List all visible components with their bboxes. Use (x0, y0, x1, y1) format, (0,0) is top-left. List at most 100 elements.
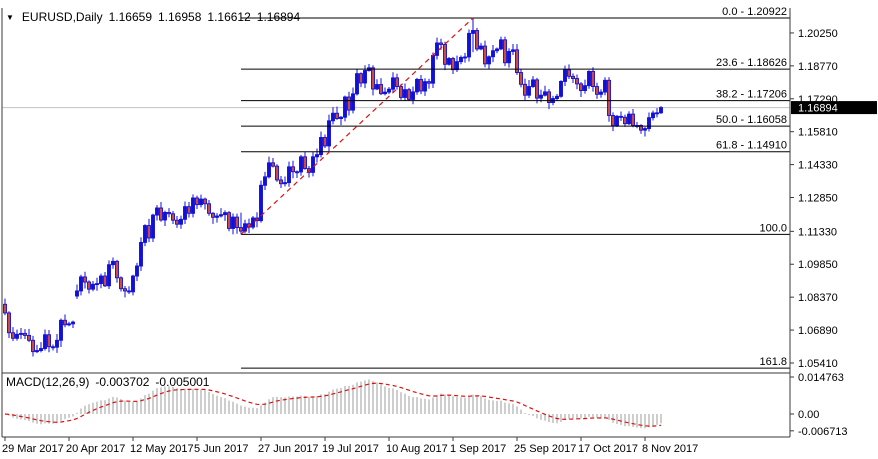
candle-bear (23, 332, 27, 336)
candle-bull (267, 162, 271, 178)
macd-histogram-bar (508, 403, 510, 414)
macd-histogram-bar (528, 414, 530, 416)
macd-histogram-bar (408, 395, 410, 414)
fib-level-label: 0.0 - 1.20922 (722, 6, 787, 18)
macd-value: -0.003702 (95, 375, 150, 389)
candle-bull (299, 156, 303, 173)
candle-bull (139, 241, 143, 267)
candle-bear (571, 75, 575, 79)
candle-bull (163, 211, 167, 221)
candle-bear (623, 116, 627, 125)
macd-histogram-bar (344, 385, 346, 414)
macd-histogram-bar (324, 394, 326, 414)
macd-histogram-bar (592, 414, 594, 417)
candle-bear (171, 213, 175, 221)
candle-bull (39, 348, 43, 351)
candle-bear (115, 260, 119, 279)
fib-baseline-trendline[interactable] (240, 17, 474, 235)
macd-histogram-bar (276, 396, 278, 414)
macd-histogram-bar (304, 395, 306, 414)
candle-bull (435, 42, 439, 56)
candle-bull (391, 77, 395, 90)
macd-histogram-bar (616, 414, 618, 424)
candle-bull (111, 260, 115, 266)
macd-name: MACD(12,26,9) (6, 375, 90, 389)
candle-bear (407, 89, 411, 100)
x-axis-label: 27 Jun 2017 (258, 443, 319, 455)
macd-histogram-bar (604, 414, 606, 418)
macd-histogram-bar (340, 387, 342, 414)
candle-bull (219, 214, 223, 217)
macd-histogram-bar (600, 414, 602, 419)
macd-histogram-bar (608, 414, 610, 420)
candle-bear (195, 197, 199, 206)
candle-bull (15, 333, 19, 339)
quote-low: 1.16612 (207, 10, 251, 24)
candle-bull (151, 214, 155, 239)
macd-indicator-label: MACD(12,26,9) -0.003702 -0.005001 (6, 375, 209, 389)
x-axis: 29 Mar 2017 20 Apr 2017 12 May 2017 5 Jun 2… (2, 437, 698, 455)
candle-bear (3, 303, 7, 314)
candle-bear (291, 166, 295, 173)
macd-histogram-bar (88, 404, 90, 414)
candle-bull (527, 86, 531, 96)
macd-histogram-bar (380, 384, 382, 414)
macd-histogram-bar (472, 394, 474, 414)
macd-histogram-bar (96, 401, 98, 414)
macd-histogram-bar (280, 397, 282, 414)
macd-histogram-bar (568, 414, 570, 419)
candle-bear (395, 77, 399, 87)
macd-histogram-bar (148, 393, 150, 414)
x-axis-label: 29 Mar 2017 (2, 443, 64, 455)
macd-histogram-bar (660, 414, 662, 424)
candle-bull (231, 216, 235, 229)
candle-bull (91, 283, 95, 290)
macd-histogram-bar (240, 405, 242, 414)
candle-bull (67, 323, 71, 326)
macd-histogram-bar (628, 414, 630, 427)
candle-bull (403, 89, 407, 98)
macd-histogram-bar (248, 407, 250, 414)
macd-histogram-bar (40, 414, 42, 425)
candle-bear (275, 165, 279, 181)
candle-bull (251, 217, 255, 228)
candle-bear (323, 137, 327, 147)
macd-histogram-bar (580, 414, 582, 419)
macd-histogram-bar (492, 400, 494, 414)
macd-histogram-bar (348, 385, 350, 414)
symbol-dropdown-icon[interactable]: ▼ (6, 12, 14, 22)
macd-histogram-bar (356, 382, 358, 414)
macd-histogram-bar (284, 397, 286, 414)
candle-bull (355, 73, 359, 95)
y-axis: 1.202501.187701.172901.158101.143301.128… (790, 28, 848, 438)
x-axis-label: 12 May 2017 (130, 443, 194, 455)
macd-histogram-bar (440, 393, 442, 414)
candle-bull (455, 61, 459, 71)
fibonacci-retracement[interactable]: 0.0 - 1.20922 23.6 - 1.18626 38.2 - 1.1720… (241, 6, 790, 369)
candle-bull (511, 49, 515, 52)
macd-histogram-bar (84, 405, 86, 414)
macd-histogram-bar (24, 414, 26, 421)
x-axis-label: 1 Sep 2017 (450, 443, 506, 455)
candle-bear (579, 83, 583, 91)
candle-bull (283, 182, 287, 185)
macd-histogram-bar (300, 395, 302, 414)
macd-histogram-bar (396, 389, 398, 414)
y-axis-label: 1.08370 (798, 292, 838, 304)
candle-bull (643, 128, 647, 131)
candle-bear (379, 84, 383, 95)
macd-histogram-bar (376, 382, 378, 414)
candle-bull (59, 319, 63, 341)
current-price-label: 1.16894 (798, 103, 838, 115)
candle-bull (491, 50, 495, 58)
candle-bear (147, 225, 151, 239)
candle-bull (19, 332, 23, 335)
macd-histogram-bar (128, 402, 130, 414)
macd-histogram-bar (176, 388, 178, 414)
candle-bull (199, 198, 203, 206)
candle-bear (519, 72, 523, 85)
macd-histogram-bar (200, 389, 202, 414)
candle-bear (239, 227, 243, 232)
candle-bear (547, 91, 551, 104)
